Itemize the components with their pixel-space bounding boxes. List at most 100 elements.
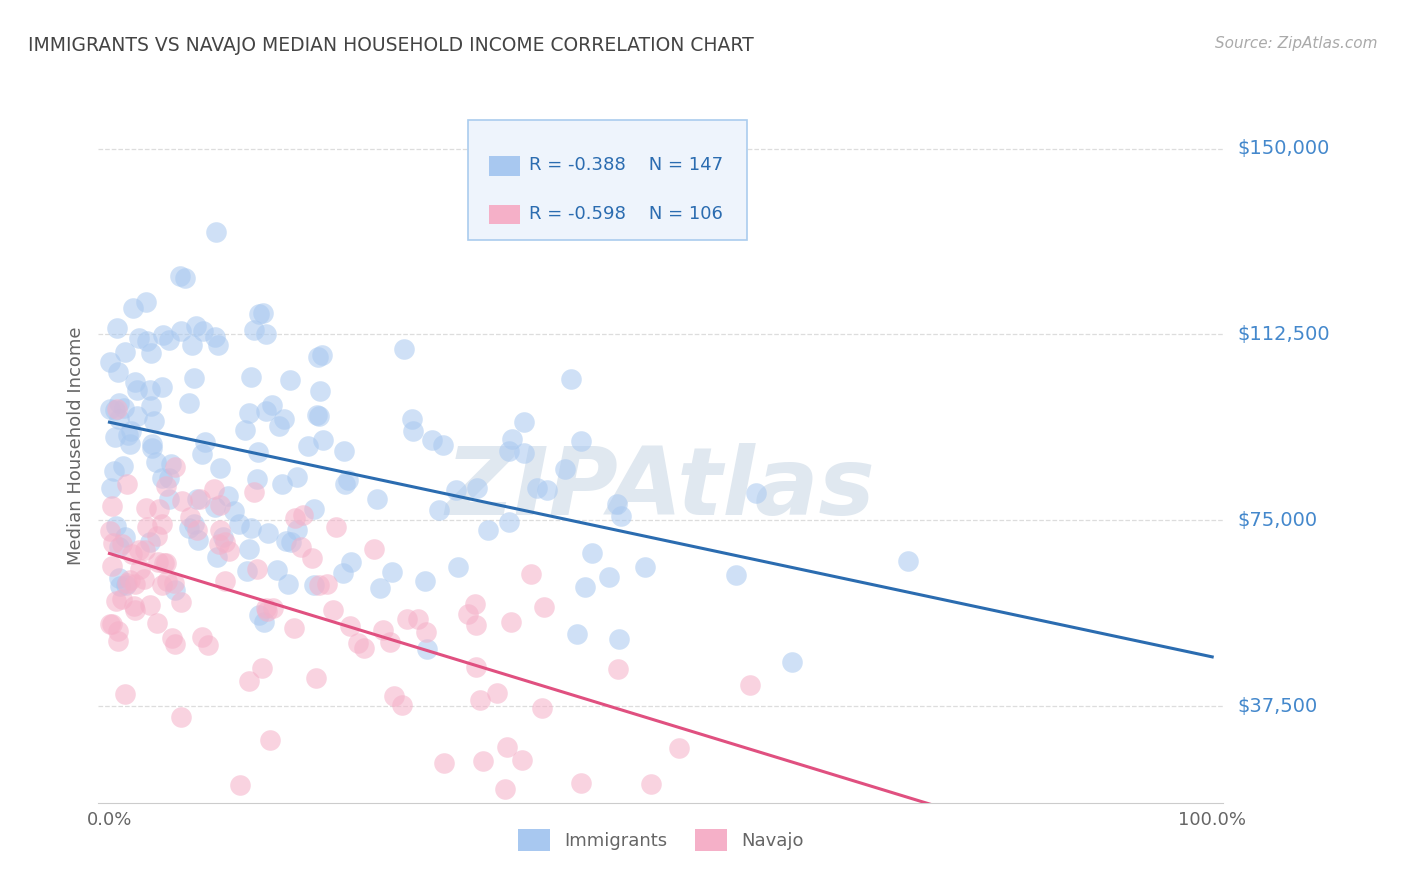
Point [485,686,508,700]
Point [139,400,162,414]
Point [607,632,630,647]
Point [284,511,307,525]
Point [146,529,169,543]
Point [107,412,129,426]
Point [472,754,495,768]
Point [416,642,439,657]
Point [447,560,470,574]
Point [183,371,205,385]
Point [464,618,486,632]
Point [107,634,129,648]
Point [513,446,536,460]
Point [105,402,128,417]
Point [104,519,127,533]
Point [401,411,423,425]
Point [444,483,467,498]
Point [467,481,489,495]
Point [148,502,170,516]
Point [238,406,260,420]
Point [311,433,333,447]
Point [285,470,308,484]
Point [214,535,236,549]
Point [325,519,347,533]
Point [212,530,235,544]
Point [141,437,163,451]
Point [118,437,141,451]
Legend: Immigrants, Navajo: Immigrants, Navajo [510,822,811,858]
Point [382,689,405,703]
Point [155,557,177,571]
Point [530,701,553,715]
Point [183,517,205,532]
Point [191,630,214,644]
Point [208,523,231,537]
Point [101,499,124,513]
Point [465,660,488,674]
Point [371,623,394,637]
Point [98,616,121,631]
Point [368,581,391,595]
Point [246,472,269,486]
Point [339,619,361,633]
Point [256,604,278,618]
Point [100,481,122,495]
Point [145,455,167,469]
Point [172,494,194,508]
Point [392,342,415,356]
Point [107,365,129,379]
Point [177,395,200,409]
Point [322,603,344,617]
Point [520,567,543,582]
Point [114,344,136,359]
Point [308,578,330,592]
Point [208,461,231,475]
Point [335,477,357,491]
Point [120,574,142,588]
Point [668,740,690,755]
Point [132,572,155,586]
Point [136,520,159,534]
Point [214,574,236,589]
Point [135,500,157,515]
Point [526,481,548,495]
Point [336,473,359,487]
Point [150,578,173,592]
Point [262,398,284,412]
Point [101,536,124,550]
Point [740,678,762,692]
Point [98,355,121,369]
Point [179,510,201,524]
Text: R = -0.388    N = 147: R = -0.388 N = 147 [529,156,723,174]
Point [565,627,588,641]
Point [111,592,134,607]
Point [560,372,582,386]
Point [311,348,333,362]
Point [209,498,232,512]
Point [188,491,211,506]
Point [145,615,167,630]
Point [111,458,134,473]
Point [253,615,276,629]
Point [141,442,163,456]
Point [156,574,179,588]
Point [174,271,197,285]
Point [204,500,226,514]
Point [510,754,533,768]
Point [115,477,138,491]
Point [297,439,319,453]
Point [160,457,183,471]
Point [607,662,630,676]
Point [117,576,139,591]
Point [246,444,269,458]
Point [150,379,173,393]
Point [634,560,657,574]
Point [233,424,256,438]
Point [155,479,177,493]
Point [267,419,290,434]
Point [315,577,337,591]
Point [104,403,127,417]
Point [243,323,266,337]
Point [191,446,214,460]
Point [197,638,219,652]
Text: $112,500: $112,500 [1237,325,1330,344]
